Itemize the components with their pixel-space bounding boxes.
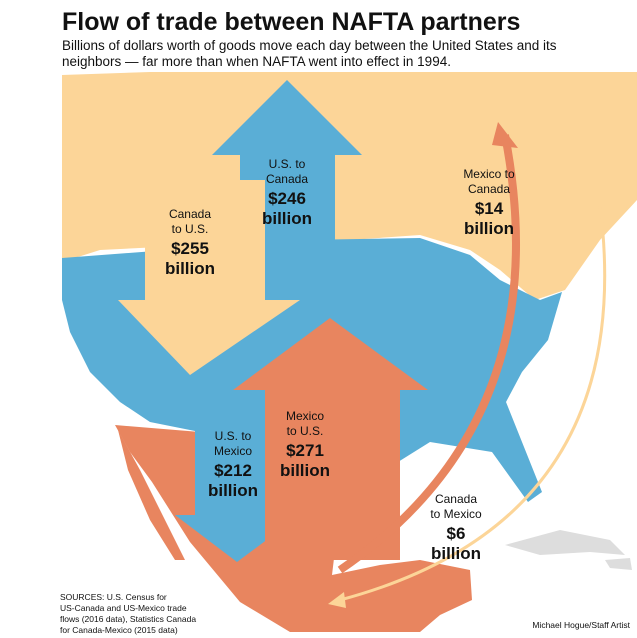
flow-label: U.S. to [215, 429, 252, 443]
flow-amount: $14 [475, 199, 504, 218]
arc-mexico-to-canada [337, 134, 520, 574]
flow-amount: $255 [171, 239, 209, 258]
subtitle: Billions of dollars worth of goods move … [62, 38, 557, 53]
sources: SOURCES: U.S. Census for [60, 592, 167, 602]
flow-label: Canada [169, 207, 211, 221]
flow-label: Mexico [286, 409, 324, 423]
flow-amount: $271 [286, 441, 324, 460]
flow-label: to Mexico [430, 507, 482, 521]
sources: US-Canada and US-Mexico trade [60, 603, 187, 613]
flow-unit: billion [165, 259, 215, 278]
arc-head [492, 122, 518, 148]
title: Flow of trade between NAFTA partners [62, 8, 520, 36]
flow-unit: billion [262, 209, 312, 228]
flow-unit: billion [280, 461, 330, 480]
arrow-mexico-to-us [233, 318, 428, 560]
flow-amount: $6 [447, 524, 466, 543]
flow-amount: $212 [214, 461, 252, 480]
arrow-canada-to-us [118, 180, 300, 375]
credit: Michael Hogue/Staff Artist [532, 620, 630, 630]
arc-head [328, 592, 346, 608]
flow-amount: $246 [268, 189, 306, 208]
flow-unit: billion [208, 481, 258, 500]
flow-label: Mexico to [463, 167, 515, 181]
sources: for Canada-Mexico (2015 data) [60, 625, 178, 635]
flow-label: Canada [468, 182, 510, 196]
flow-label: Mexico [214, 444, 252, 458]
sources: flows (2016 data), Statistics Canada [60, 614, 196, 624]
flow-label: Canada [266, 172, 308, 186]
flow-label: U.S. to [269, 157, 306, 171]
flow-label: Canada [435, 492, 477, 506]
flow-unit: billion [464, 219, 514, 238]
flow-label: to U.S. [172, 222, 209, 236]
arc-canada-to-mexico [339, 204, 607, 602]
cuba [505, 530, 625, 555]
island [605, 558, 632, 570]
flow-unit: billion [431, 544, 481, 563]
subtitle: neighbors — far more than when NAFTA wen… [62, 54, 451, 69]
baja [118, 430, 185, 560]
flow-label: to U.S. [287, 424, 324, 438]
arrows [118, 80, 607, 608]
